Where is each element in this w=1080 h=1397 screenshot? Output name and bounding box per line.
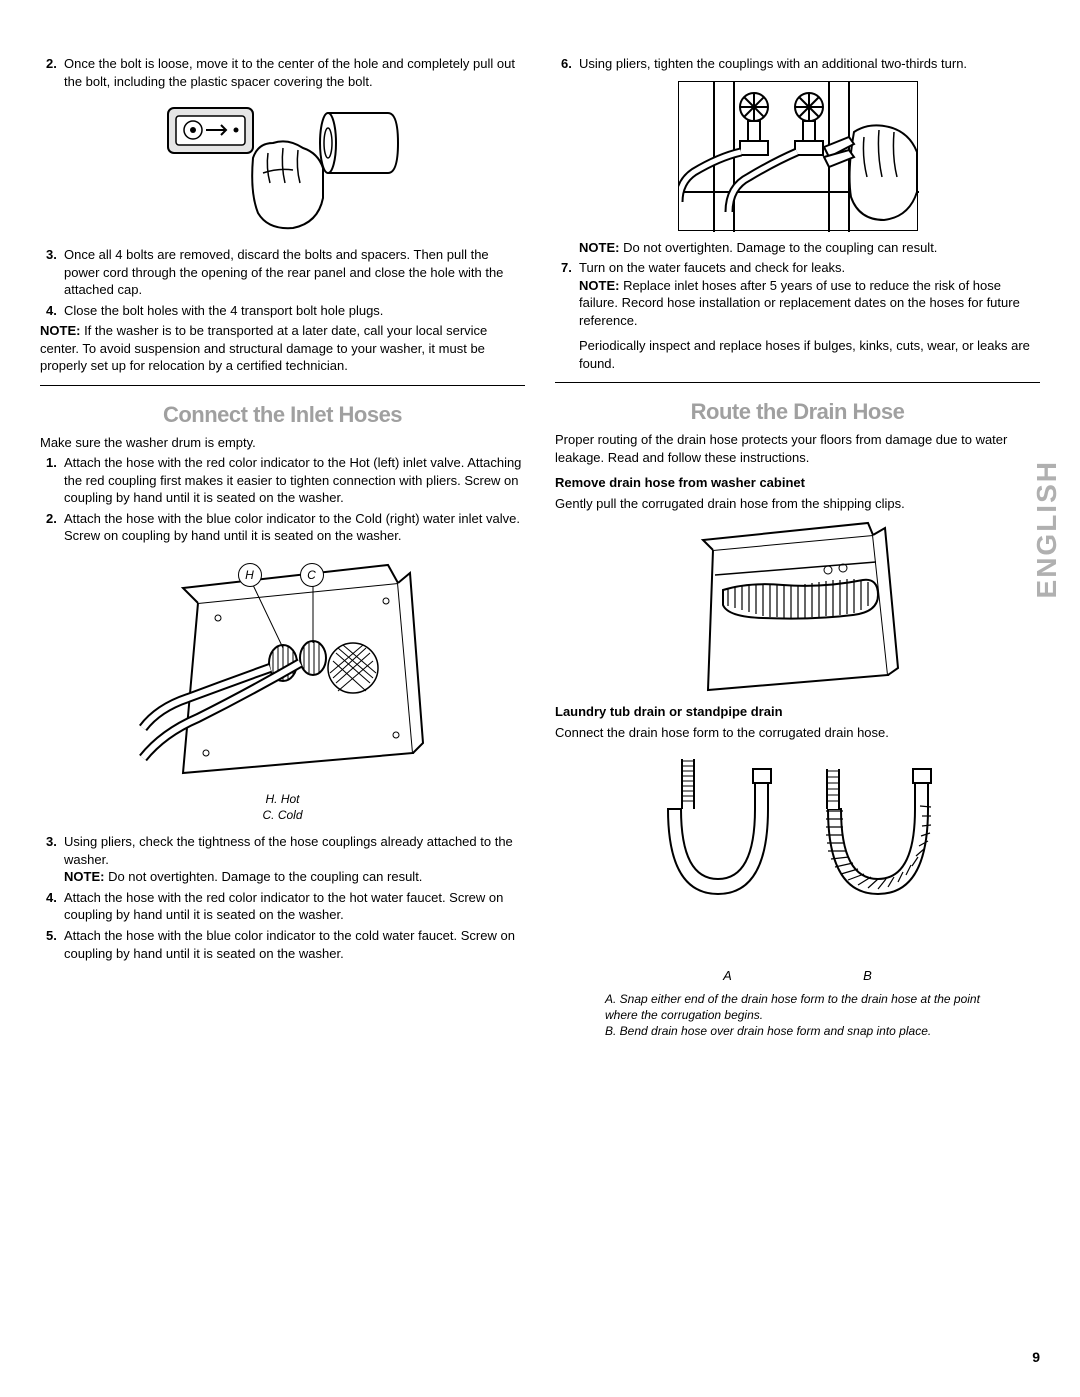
figure-pliers-faucets — [555, 81, 1040, 231]
section-title-drain: Route the Drain Hose — [555, 397, 1040, 427]
caption-a: A. Snap either end of the drain hose for… — [605, 991, 1010, 1023]
left-column: 2. Once the bolt is loose, move it to th… — [40, 55, 525, 1039]
sub-heading-laundry: Laundry tub drain or standpipe drain — [555, 703, 1040, 721]
step-extra: Periodically inspect and replace hoses i… — [579, 337, 1040, 372]
step-text: Attach the hose with the blue color indi… — [64, 927, 525, 962]
caption-block: A. Snap either end of the drain hose for… — [605, 991, 1010, 1040]
note-paragraph: NOTE: If the washer is to be transported… — [40, 322, 525, 375]
step-number: 4. — [40, 889, 64, 924]
step-3: 3. Once all 4 bolts are removed, discard… — [40, 246, 525, 299]
section-divider — [40, 385, 525, 386]
note-text: Do not overtighten. Damage to the coupli… — [619, 240, 937, 255]
caption-b: B. Bend drain hose over drain hose form … — [605, 1023, 1010, 1039]
label-b: B — [863, 967, 872, 985]
step-text: Using pliers, check the tightness of the… — [64, 833, 525, 868]
note-label: NOTE: — [64, 869, 104, 884]
inlet-step-3: 3. Using pliers, check the tightness of … — [40, 833, 525, 886]
step-text: Attach the hose with the red color indic… — [64, 889, 525, 924]
step-text: Once all 4 bolts are removed, discard th… — [64, 246, 525, 299]
step-number: 1. — [40, 454, 64, 507]
step-number: 2. — [40, 55, 64, 90]
label-h-circle: H — [238, 563, 262, 587]
language-tab: ENGLISH — [1028, 460, 1066, 598]
sub-heading-remove: Remove drain hose from washer cabinet — [555, 474, 1040, 492]
step-body: Turn on the water faucets and check for … — [579, 259, 1040, 372]
step-text: Once the bolt is loose, move it to the c… — [64, 55, 525, 90]
step-number: 2. — [40, 510, 64, 545]
step-2: 2. Once the bolt is loose, move it to th… — [40, 55, 525, 90]
right-column: 6. Using pliers, tighten the couplings w… — [555, 55, 1040, 1039]
step-number: 4. — [40, 302, 64, 320]
step-text: Turn on the water faucets and check for … — [579, 259, 1040, 277]
step-text: Attach the hose with the blue color indi… — [64, 510, 525, 545]
label-a: A — [723, 967, 732, 985]
note-label: NOTE: — [579, 240, 619, 255]
step-body: Using pliers, check the tightness of the… — [64, 833, 525, 886]
note-text: Do not overtighten. Damage to the coupli… — [104, 869, 422, 884]
step-text: Close the bolt holes with the 4 transpor… — [64, 302, 525, 320]
step-4: 4. Close the bolt holes with the 4 trans… — [40, 302, 525, 320]
label-c-circle: C — [300, 563, 324, 587]
figure-bolt-removal — [40, 98, 525, 238]
caption-h: H. Hot — [40, 791, 525, 807]
step-text: Attach the hose with the red color indic… — [64, 454, 525, 507]
note-paragraph: NOTE: Do not overtighten. Damage to the … — [579, 239, 1040, 257]
page-number: 9 — [1032, 1348, 1040, 1367]
inlet-step-4: 4. Attach the hose with the red color in… — [40, 889, 525, 924]
step-number: 7. — [555, 259, 579, 372]
note-text: Replace inlet hoses after 5 years of use… — [579, 278, 1020, 328]
inlet-intro: Make sure the washer drum is empty. — [40, 434, 525, 452]
step-7: 7. Turn on the water faucets and check f… — [555, 259, 1040, 372]
step-number: 5. — [40, 927, 64, 962]
step-note: NOTE: Replace inlet hoses after 5 years … — [579, 277, 1040, 330]
caption-c: C. Cold — [40, 807, 525, 823]
step-text: Using pliers, tighten the couplings with… — [579, 55, 1040, 73]
sub-text-remove: Gently pull the corrugated drain hose fr… — [555, 495, 1040, 513]
step-number: 3. — [40, 833, 64, 886]
inlet-step-2: 2. Attach the hose with the blue color i… — [40, 510, 525, 545]
note-text: If the washer is to be transported at a … — [40, 323, 487, 373]
note-label: NOTE: — [40, 323, 80, 338]
ab-labels-row: A B — [658, 967, 938, 985]
figure-washer-back — [555, 520, 1040, 695]
figure-drain-hose-form — [555, 749, 1040, 959]
note-label: NOTE: — [579, 278, 619, 293]
step-6: 6. Using pliers, tighten the couplings w… — [555, 55, 1040, 73]
inlet-step-1: 1. Attach the hose with the red color in… — [40, 454, 525, 507]
step-number: 6. — [555, 55, 579, 73]
section-divider — [555, 382, 1040, 383]
inlet-step-5: 5. Attach the hose with the blue color i… — [40, 927, 525, 962]
step-note: NOTE: Do not overtighten. Damage to the … — [64, 868, 525, 886]
figure-caption-hc: H. Hot C. Cold — [40, 791, 525, 823]
drain-intro: Proper routing of the drain hose protect… — [555, 431, 1040, 466]
sub-text-laundry: Connect the drain hose form to the corru… — [555, 724, 1040, 742]
figure-inlet-hoses: H C — [40, 553, 525, 783]
section-title-inlet: Connect the Inlet Hoses — [40, 400, 525, 430]
step-number: 3. — [40, 246, 64, 299]
